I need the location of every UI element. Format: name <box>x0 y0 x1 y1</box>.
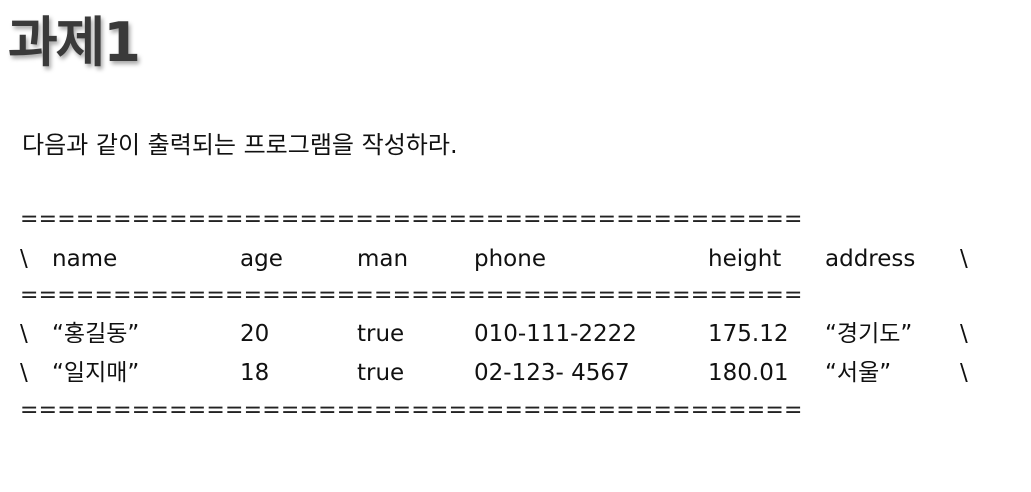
slide-title: 과제1 <box>8 11 141 74</box>
border-left: \ <box>20 360 28 386</box>
table-row: \ “홍길동” 20 true 010-111-2222 175.12 “경기도… <box>0 317 1031 351</box>
cell-phone: 02-123- 4567 <box>474 360 630 386</box>
cell-address: “서울” <box>825 360 892 386</box>
column-header-man: man <box>357 246 409 272</box>
cell-name: “일지매” <box>52 360 140 386</box>
border-left: \ <box>20 246 28 272</box>
separator-middle: ========================================… <box>20 283 803 308</box>
column-header-address: address <box>825 246 916 272</box>
cell-age: 18 <box>240 360 270 386</box>
cell-address: “경기도” <box>825 321 913 347</box>
separator-top: ========================================… <box>20 207 803 232</box>
border-right: \ <box>960 321 968 347</box>
cell-name: “홍길동” <box>52 321 140 347</box>
table-row: \ “일지매” 18 true 02-123- 4567 180.01 “서울”… <box>0 356 1031 390</box>
border-left: \ <box>20 321 28 347</box>
cell-man: true <box>357 360 405 386</box>
cell-height: 175.12 <box>708 321 789 347</box>
column-header-name: name <box>52 246 118 272</box>
separator-bottom: ========================================… <box>20 398 803 423</box>
border-right: \ <box>960 246 968 272</box>
header-row: \ name age man phone height address \ <box>0 242 1031 276</box>
column-header-age: age <box>240 246 283 272</box>
instruction-text: 다음과 같이 출력되는 프로그램을 작성하라. <box>22 131 458 159</box>
cell-man: true <box>357 321 405 347</box>
cell-age: 20 <box>240 321 270 347</box>
cell-phone: 010-111-2222 <box>474 321 637 347</box>
column-header-height: height <box>708 246 782 272</box>
cell-height: 180.01 <box>708 360 789 386</box>
column-header-phone: phone <box>474 246 546 272</box>
border-right: \ <box>960 360 968 386</box>
